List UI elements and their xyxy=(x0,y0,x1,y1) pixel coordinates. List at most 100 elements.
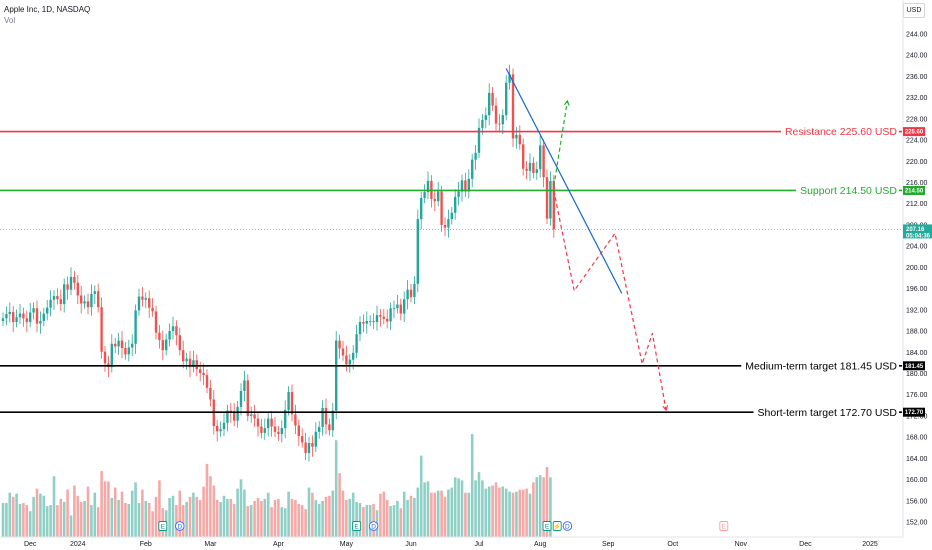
candle-body xyxy=(178,335,181,351)
event-marker-dividend[interactable]: D xyxy=(562,521,573,531)
time-tick-label: 2025 xyxy=(862,541,878,548)
level-price-tag xyxy=(903,185,925,195)
volume-bar xyxy=(151,511,154,537)
volume-bar xyxy=(341,490,345,537)
candle-body xyxy=(39,320,42,324)
candle-body xyxy=(216,425,219,432)
candle-body xyxy=(243,380,246,391)
volume-bar xyxy=(453,477,457,537)
event-marker-earnings[interactable]: E xyxy=(719,521,729,531)
volume-bar xyxy=(307,487,311,537)
volume-label: Vol xyxy=(4,16,16,25)
level-label: Resistance 225.60 USD xyxy=(785,126,897,138)
candle-body xyxy=(185,358,188,362)
candle-body xyxy=(528,162,532,171)
volume-bar xyxy=(79,501,83,537)
volume-bar xyxy=(117,499,120,537)
volume-bar xyxy=(470,434,474,537)
candle-body xyxy=(501,115,504,125)
volume-bar xyxy=(487,486,491,537)
event-markers[interactable]: E D E D E ⚡ D E xyxy=(158,521,729,531)
volume-bar xyxy=(402,491,406,537)
volume-bar xyxy=(399,508,403,537)
candle-body xyxy=(80,295,83,304)
volume-bar xyxy=(467,492,471,537)
price-tick-label: 196.00 xyxy=(906,286,928,293)
volume-bar xyxy=(406,499,409,537)
candle-body xyxy=(127,347,130,355)
candle-body xyxy=(97,291,100,308)
event-marker-dividend[interactable]: D xyxy=(175,521,185,531)
volume-bar xyxy=(338,473,341,537)
volume-bar xyxy=(494,482,498,537)
candle-body xyxy=(341,348,345,356)
time-axis[interactable]: Dec 2024 Feb Mar Apr May Jun Jul Aug Sep Oct Nov Dec… xyxy=(24,541,878,548)
candle-body xyxy=(549,180,552,219)
candle-body xyxy=(134,310,137,344)
candle-body xyxy=(454,196,457,213)
earnings-icon xyxy=(352,521,362,531)
volume-bar xyxy=(358,503,362,537)
price-tick-label: 224.00 xyxy=(906,138,928,145)
candle-body xyxy=(386,318,389,322)
candle-body xyxy=(338,340,341,349)
level-label: Medium-term target 181.45 USD xyxy=(745,360,897,372)
volume-bar xyxy=(430,492,433,537)
volume-bar xyxy=(484,488,488,537)
event-marker-split[interactable]: ⚡ xyxy=(552,521,562,531)
candle-body xyxy=(32,308,35,313)
candle-body xyxy=(35,308,39,324)
volume-bar xyxy=(334,440,338,537)
volume-bar xyxy=(392,505,396,537)
volume-bar xyxy=(15,493,18,537)
earnings-icon xyxy=(719,521,729,531)
volume-bar xyxy=(460,480,464,537)
volume-bar xyxy=(192,492,195,537)
level-label: Short-term target 172.70 USD xyxy=(758,407,898,419)
candle-body xyxy=(457,191,460,197)
candlesticks xyxy=(1,64,555,462)
candle-body xyxy=(477,127,481,153)
price-tick-label: 172.00 xyxy=(906,413,928,420)
price-tick-label: 220.00 xyxy=(906,159,928,166)
candle-body xyxy=(437,191,440,202)
event-marker-earnings[interactable]: E xyxy=(542,521,552,531)
volume-bar xyxy=(76,495,80,537)
event-marker-letter: D xyxy=(371,523,376,530)
candle-body xyxy=(1,318,5,321)
price-tick-label: 236.00 xyxy=(906,74,928,81)
time-tick-label: Aug xyxy=(534,541,547,548)
candle-body xyxy=(158,332,161,341)
volume-bar xyxy=(73,485,76,537)
volume-bar xyxy=(39,493,42,537)
volume-bar xyxy=(419,455,423,537)
candle-body xyxy=(545,177,549,219)
candle-body xyxy=(328,424,331,431)
event-marker-earnings[interactable]: E xyxy=(352,521,362,531)
candle-body xyxy=(426,180,430,193)
volume-bar xyxy=(457,478,460,537)
volume-bar xyxy=(158,480,161,537)
symbol-title: Apple Inc, 1D, NASDAQ xyxy=(4,5,91,14)
candle-body xyxy=(362,322,365,324)
event-marker-dividend[interactable]: D xyxy=(368,521,379,531)
candle-body xyxy=(318,427,321,432)
volume-bar xyxy=(83,500,86,537)
event-marker-earnings[interactable]: E xyxy=(158,521,168,531)
price-axis[interactable]: 244.00 240.00 236.00 232.00 228.00 224.00 220.… xyxy=(0,0,928,538)
volume-bar xyxy=(113,487,117,537)
time-tick-label: May xyxy=(340,541,354,548)
event-marker-letter: E xyxy=(161,523,166,530)
candle-body xyxy=(460,180,464,192)
volume-bar xyxy=(62,501,66,537)
candle-body xyxy=(8,311,11,315)
candle-body xyxy=(352,352,355,360)
volume-bar xyxy=(362,507,365,537)
volume-bar xyxy=(130,490,134,537)
volume-bar xyxy=(277,498,280,537)
dividend-icon xyxy=(368,521,379,531)
volume-bar xyxy=(355,501,358,537)
candle-body xyxy=(331,410,334,431)
volume-bar xyxy=(137,503,141,537)
